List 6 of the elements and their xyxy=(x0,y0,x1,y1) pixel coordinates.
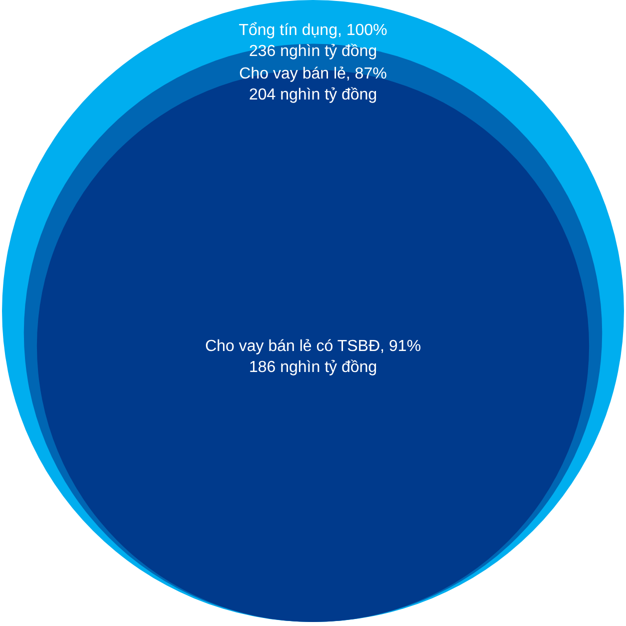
category-label: Cho vay bán lẻ có TSBĐ, 91% xyxy=(205,338,421,355)
data-label: 186 nghìn tỷ đồng xyxy=(248,358,378,376)
category-label: Cho vay bán lẻ, 87% xyxy=(239,66,387,83)
data-label: 236 nghìn tỷ đồng xyxy=(248,43,378,60)
data-label: 204 nghìn tỷ đồng xyxy=(248,86,378,104)
category-label: Tổng tín dụng, 100% xyxy=(238,22,388,39)
